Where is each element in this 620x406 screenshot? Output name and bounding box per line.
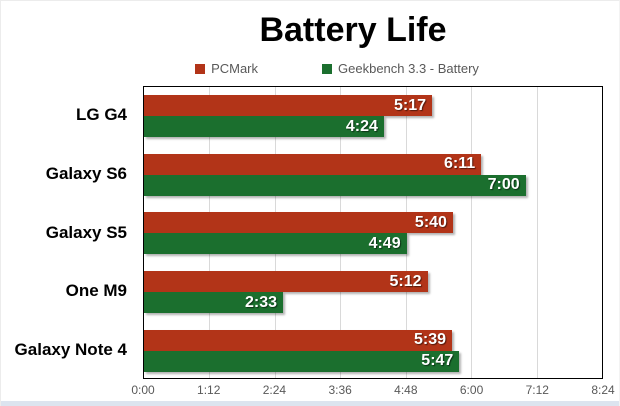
- bar-group-galaxy-note-4: 5:39 5:47: [144, 321, 602, 380]
- bar-group-lg-g4: 5:17 4:24: [144, 87, 602, 146]
- legend-label-geekbench: Geekbench 3.3 - Battery: [338, 61, 479, 76]
- bar-geekbench-lg-g4: 4:24: [144, 116, 384, 138]
- x-tick-label: 7:12: [525, 383, 549, 397]
- bar-value-label: 5:39: [414, 331, 447, 349]
- bar-pcmark-galaxy-note-4: 5:39: [144, 329, 453, 351]
- bar-pcmark-one-m9: 5:12: [144, 271, 428, 293]
- plot-area: 5:17 4:24 6:11 7:00 5:40 4:49 5:12 2:33 5:39 5:47: [143, 86, 603, 379]
- bar-value-label: 6:11: [443, 155, 476, 173]
- bar-group-one-m9: 5:12 2:33: [144, 263, 602, 322]
- bar-group-galaxy-s6: 6:11 7:00: [144, 146, 602, 205]
- bar-geekbench-galaxy-note-4: 5:47: [144, 350, 460, 372]
- x-tick-label: 1:12: [197, 383, 221, 397]
- chart-title: Battery Life: [259, 11, 447, 49]
- geekbench-swatch-icon: [322, 63, 333, 74]
- x-tick-label: 3:36: [328, 383, 352, 397]
- chart-legend: PCMark Geekbench 3.3 - Battery: [37, 61, 619, 76]
- x-tick-label: 6:00: [459, 383, 484, 397]
- bar-group-galaxy-s5: 5:40 4:49: [144, 204, 602, 263]
- gridline: [536, 87, 538, 378]
- bar-value-label: 4:49: [368, 234, 401, 252]
- category-label-galaxy-s5: Galaxy S5: [45, 222, 127, 242]
- bar-value-label: 5:47: [421, 352, 454, 370]
- category-label-one-m9: One M9: [65, 281, 127, 301]
- bar-value-label: 7:00: [487, 176, 520, 194]
- category-label-galaxy-s6: Galaxy S6: [45, 163, 127, 183]
- pcmark-swatch-icon: [195, 63, 206, 74]
- bar-value-label: 5:12: [389, 272, 422, 290]
- x-tick-label: 8:24: [591, 383, 615, 397]
- bar-value-label: 5:40: [414, 213, 447, 231]
- bar-pcmark-lg-g4: 5:17: [144, 95, 433, 117]
- legend-item-pcmark: PCMark: [195, 61, 258, 76]
- x-tick-label: 0:00: [131, 383, 155, 397]
- bar-pcmark-galaxy-s5: 5:40: [144, 212, 453, 234]
- bar-pcmark-galaxy-s6: 6:11: [144, 153, 482, 175]
- x-axis: 0:00 1:12 2:24 3:36 4:48 6:00 7:12 8:24: [131, 383, 614, 399]
- bar-geekbench-one-m9: 2:33: [144, 292, 284, 314]
- legend-item-geekbench: Geekbench 3.3 - Battery: [322, 61, 479, 76]
- bar-value-label: 2:33: [245, 293, 278, 311]
- bar-geekbench-galaxy-s5: 4:49: [144, 233, 407, 255]
- bar-value-label: 5:17: [394, 96, 427, 114]
- gridline: [471, 87, 473, 378]
- legend-label-pcmark: PCMark: [211, 61, 259, 76]
- bottom-edge-strip: [1, 401, 619, 406]
- x-tick-label: 4:48: [394, 383, 418, 397]
- category-axis: LG G4 Galaxy S6 Galaxy S5 One M9 Galaxy Note…: [1, 86, 135, 379]
- category-label-galaxy-note-4: Galaxy Note 4: [14, 339, 127, 359]
- x-tick-label: 2:24: [262, 383, 287, 397]
- bar-geekbench-galaxy-s6: 7:00: [144, 174, 526, 196]
- bar-value-label: 4:24: [345, 117, 378, 135]
- category-label-lg-g4: LG G4: [75, 105, 127, 125]
